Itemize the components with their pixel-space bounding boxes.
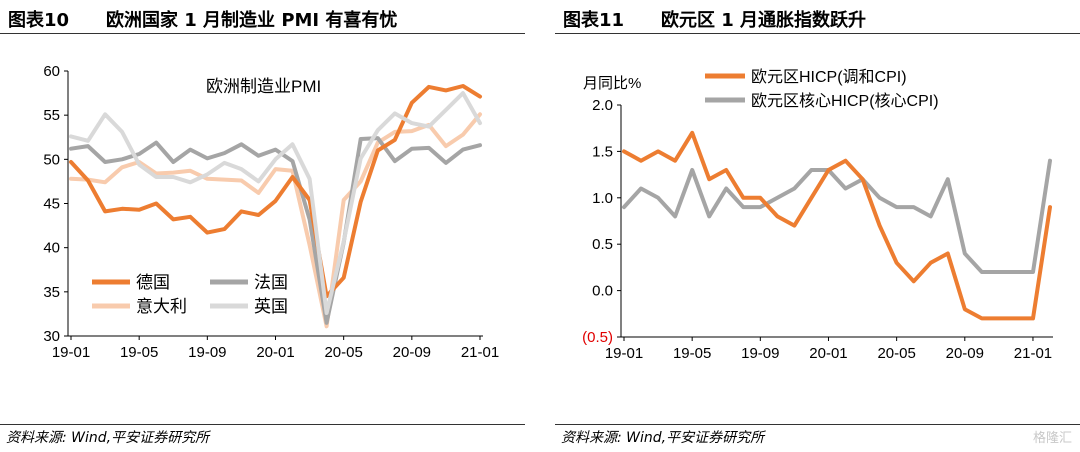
x-tick-label: 20-05	[324, 344, 362, 361]
series-line-0	[622, 130, 1052, 321]
legend-label: 法国	[254, 273, 288, 292]
figure-caption: 欧元区 1 月通胀指数跃升	[661, 10, 867, 31]
y-tick-label: 1.0	[592, 190, 613, 207]
legend-label: 欧元区HICP(调和CPI)	[751, 68, 907, 86]
hicp-line-chart: 月同比% (0.5) 0.0 0.5 1.0 1.5 2.0 19-01 19-05 19-09 2…	[582, 68, 1053, 362]
x-tick-label: 20-09	[946, 345, 984, 362]
series-line-1	[69, 136, 482, 325]
legend-label: 意大利	[136, 297, 187, 316]
figure-caption: 欧洲国家 1 月制造业 PMI 有喜有忧	[106, 10, 398, 31]
y-tick-label: 45	[43, 196, 60, 213]
x-tick-label: 20-05	[877, 345, 915, 362]
y-tick-label: 50	[43, 151, 60, 168]
x-tick-label: 19-01	[52, 344, 90, 361]
y-tick-label: (0.5)	[582, 329, 613, 346]
legend-label: 欧元区核心HICP(核心CPI)	[751, 92, 939, 110]
y-axis-title: 月同比%	[583, 75, 641, 92]
source-note: 资料来源: Wind,平安证券研究所	[561, 430, 765, 446]
watermark-logo: 格隆汇	[1032, 431, 1072, 446]
y-tick-label: 30	[43, 328, 60, 345]
figure-number: 图表11	[563, 10, 625, 31]
series-line-2	[69, 112, 482, 329]
x-tick-label: 20-01	[809, 345, 847, 362]
panel-title: 图表11 欧元区 1 月通胀指数跃升	[563, 6, 866, 32]
x-tick-label: 19-01	[605, 345, 643, 362]
chart-title: 欧洲制造业PMI	[206, 77, 321, 96]
x-tick-label: 20-01	[256, 344, 294, 361]
series-line-0	[69, 84, 482, 299]
source-divider	[555, 424, 1080, 425]
y-tick-label: 60	[43, 63, 60, 80]
inflation-panel: 图表11 欧元区 1 月通胀指数跃升 月同比% (0.5) 0.0 0.5 1.0 1.5 2…	[555, 0, 1080, 452]
figure-number: 图表10	[8, 10, 70, 31]
y-tick-label: 35	[43, 284, 60, 301]
series-line-3	[69, 91, 482, 315]
y-tick-label: 0.0	[592, 283, 613, 300]
legend-label: 德国	[136, 273, 170, 292]
y-tick-label: 0.5	[592, 236, 613, 253]
series-line-1	[622, 158, 1052, 274]
x-tick-label: 20-09	[393, 344, 431, 361]
x-tick-label: 21-01	[1014, 345, 1052, 362]
y-tick-label: 40	[43, 240, 60, 257]
y-tick-label: 2.0	[592, 97, 613, 114]
panel-title: 图表10 欧洲国家 1 月制造业 PMI 有喜有忧	[8, 6, 397, 32]
legend-label: 英国	[254, 297, 288, 316]
title-divider	[0, 33, 525, 34]
x-tick-label: 19-05	[673, 345, 711, 362]
y-tick-label: 1.5	[592, 143, 613, 160]
source-divider	[0, 424, 525, 425]
pmi-panel: 图表10 欧洲国家 1 月制造业 PMI 有喜有忧 30 35 40 45 50 55 60 1…	[0, 0, 525, 452]
x-tick-label: 21-01	[461, 344, 499, 361]
x-tick-label: 19-09	[188, 344, 226, 361]
title-divider	[555, 33, 1080, 34]
pmi-line-chart: 30 35 40 45 50 55 60 19-01 19-05 19-09 20-01 20-05 2…	[43, 63, 499, 361]
source-note: 资料来源: Wind,平安证券研究所	[6, 430, 210, 446]
y-tick-label: 55	[43, 107, 60, 124]
x-tick-label: 19-05	[120, 344, 158, 361]
x-tick-label: 19-09	[741, 345, 779, 362]
